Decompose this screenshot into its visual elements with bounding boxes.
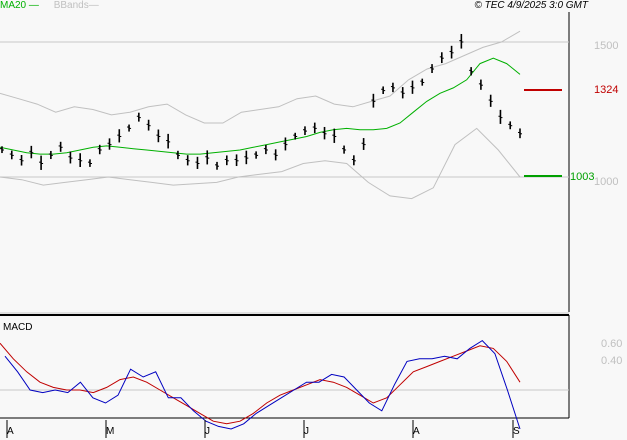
x-label-apr: A (7, 426, 14, 437)
macd-title: MACD (3, 322, 33, 333)
support-label: 1003 (570, 171, 595, 183)
price-plot (0, 30, 522, 200)
macd-plot (0, 339, 521, 430)
legend-ma20: MA20 (0, 0, 27, 11)
chart-legend: MA20 — BBands— (0, 0, 99, 11)
x-axis-ticks (6, 420, 514, 438)
x-label-aug: A (413, 426, 420, 437)
resistance-label: 1324 (594, 84, 619, 96)
copyright-text: © TEC 4/9/2025 3:0 GMT (474, 0, 588, 11)
macd-label-040: 0.40 (601, 355, 623, 367)
macd-label-060: 0.60 (601, 338, 623, 350)
legend-bbands: BBands (53, 0, 89, 11)
x-label-sep: S (513, 426, 520, 437)
x-label-may: M (106, 426, 115, 437)
y-label-1000: 1000 (594, 176, 619, 188)
x-label-jul: J (304, 426, 309, 437)
x-label-jun: J (205, 426, 210, 437)
y-label-1500: 1500 (594, 40, 619, 52)
